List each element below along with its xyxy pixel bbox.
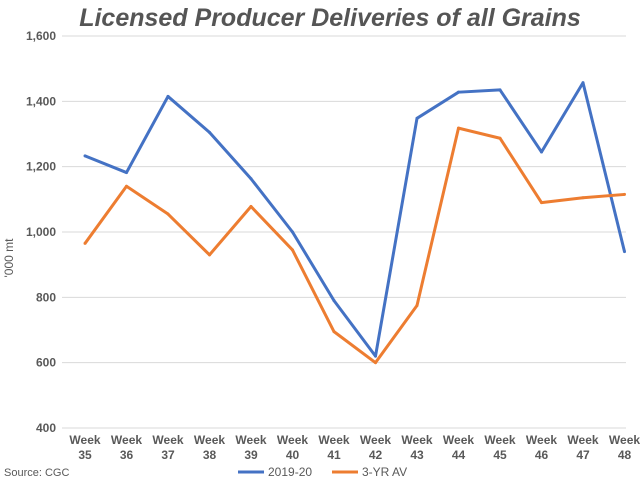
data-point [623, 192, 626, 196]
data-point [208, 253, 211, 257]
x-tick-label: Week 46 [526, 433, 557, 462]
series-line-1 [84, 81, 626, 358]
y-tick-label: 1,400 [26, 94, 56, 108]
gridlines [62, 35, 626, 429]
x-tick-label: Week 37 [152, 433, 183, 462]
data-point [166, 94, 170, 98]
data-point [581, 81, 585, 85]
data-point [540, 201, 543, 205]
x-tick-label: Week 42 [360, 433, 391, 462]
legend-label: 3-YR AV [362, 465, 407, 479]
data-point [415, 116, 419, 120]
series-lines [83, 81, 626, 365]
data-point [457, 90, 460, 94]
data-point [332, 299, 336, 303]
data-point [540, 150, 543, 154]
data-point [125, 171, 128, 175]
y-axis-ticks: 400 600 800 1,000 1,200 1,400 1,600 [26, 29, 56, 435]
data-point [83, 154, 87, 158]
y-tick-label: 600 [36, 356, 56, 370]
data-point [332, 330, 336, 334]
data-point [457, 126, 460, 130]
data-point [374, 354, 377, 358]
x-tick-label: Week 35 [69, 433, 100, 462]
x-tick-label: Week 47 [567, 433, 598, 462]
y-tick-label: 1,000 [26, 225, 56, 239]
y-tick-label: 1,200 [26, 160, 56, 174]
data-point [374, 361, 377, 365]
data-point [581, 196, 585, 200]
data-point [125, 184, 128, 188]
data-point [249, 177, 253, 181]
x-tick-label: Week 43 [401, 433, 432, 462]
legend-label: 2019-20 [268, 465, 312, 479]
y-tick-label: 400 [36, 421, 56, 435]
data-point [415, 304, 419, 307]
data-point [291, 230, 294, 234]
source-note: Source: CGC [4, 467, 69, 479]
data-point [623, 250, 626, 254]
x-tick-label: Week 39 [235, 433, 266, 462]
legend: 2019-20 3-YR AV [238, 465, 407, 479]
y-tick-label: 1,600 [26, 29, 56, 43]
x-tick-label: Week 41 [318, 433, 349, 462]
data-point [498, 88, 502, 92]
x-tick-label: Week 48 [609, 433, 640, 462]
data-point [249, 205, 253, 209]
y-axis-label: '000 mt [2, 238, 16, 278]
data-point [498, 136, 502, 140]
data-point [291, 248, 294, 252]
series-line-2 [83, 126, 625, 365]
data-point [208, 130, 211, 134]
x-axis-ticks: Week 35 Week 36 Week 37 Week 38 Week 39 Week 40 Week… [69, 433, 640, 462]
x-tick-label: Week 40 [277, 433, 308, 462]
data-point [166, 212, 170, 216]
x-tick-label: Week 45 [484, 433, 515, 462]
x-tick-label: Week 38 [194, 433, 225, 462]
y-tick-label: 800 [36, 290, 56, 304]
x-tick-label: Week 36 [111, 433, 142, 462]
data-point [83, 241, 87, 245]
chart-title: Licensed Producer Deliveries of all Grai… [79, 4, 581, 32]
x-tick-label: Week 44 [443, 433, 474, 462]
